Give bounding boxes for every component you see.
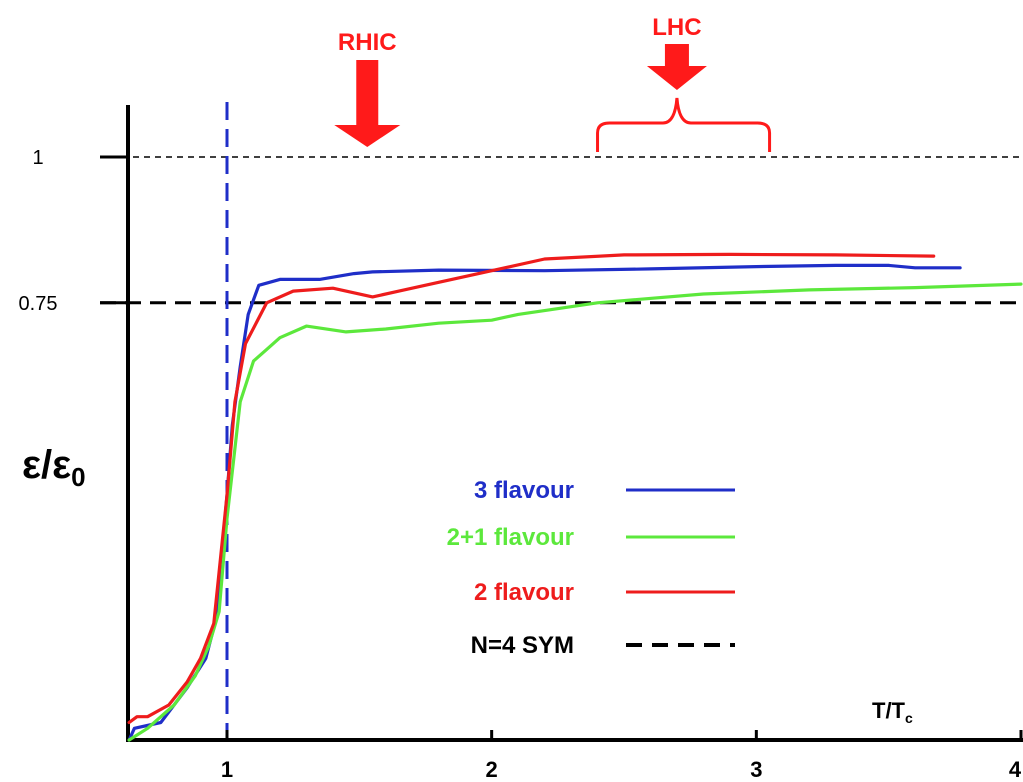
annotation-label: LHC [652, 14, 701, 41]
series-lines [129, 254, 1021, 740]
y-ticks: 10.75 [19, 147, 128, 315]
y-axis-label-subscript: 0 [71, 462, 85, 492]
annotation-rhic: RHIC [334, 29, 400, 147]
x-tick-label: 1 [221, 757, 233, 782]
legend-item-3-flavour: 3 flavour [474, 477, 735, 504]
annotation-arrow [334, 60, 400, 147]
reference-lines [100, 157, 1023, 303]
y-axis-label: ε/ε0 [22, 443, 86, 492]
annotation-lhc: LHC [598, 14, 770, 152]
annotation-brace [598, 98, 770, 152]
y-tick-label: 1 [32, 147, 43, 169]
annotations: RHIC LHC [334, 14, 769, 152]
series-line-2-1-flavour [129, 284, 1021, 740]
legend-label: N=4 SYM [471, 632, 574, 659]
x-ticks: 1 2 3 4 [221, 730, 1022, 782]
y-tick-label: 0.75 [19, 293, 58, 315]
legend-label: 2 flavour [474, 579, 574, 606]
legend-label: 3 flavour [474, 477, 574, 504]
x-axis-label-subscript: c [905, 710, 913, 726]
x-tick-label: 3 [750, 757, 762, 782]
x-axis-label: T/Tc [872, 698, 913, 726]
x-tick-label: 2 [486, 757, 498, 782]
annotation-arrow [647, 44, 707, 90]
legend-item-n-4-sym: N=4 SYM [471, 632, 735, 659]
legend: 3 flavour 2+1 flavour 2 flavour N=4 SYM [447, 477, 735, 659]
legend-item-2-flavour: 2 flavour [474, 579, 735, 606]
legend-label: 2+1 flavour [447, 524, 574, 551]
annotation-label: RHIC [338, 29, 397, 56]
x-tick-label: 4 [1009, 757, 1022, 782]
legend-item-2-1-flavour: 2+1 flavour [447, 524, 735, 551]
